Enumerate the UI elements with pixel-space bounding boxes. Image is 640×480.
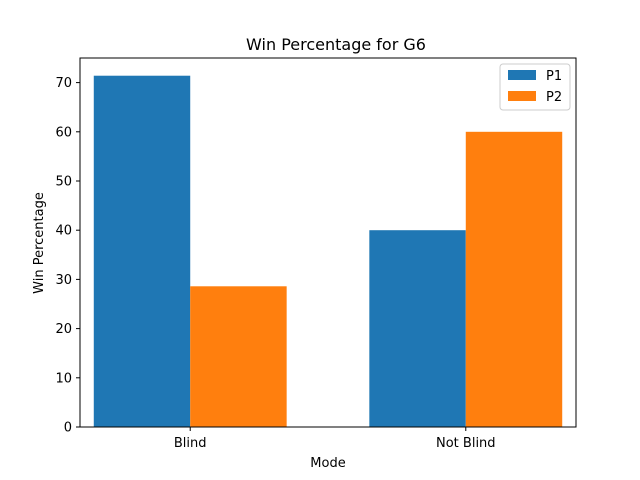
y-tick-label-10: 10 — [55, 371, 72, 386]
y-tick-label-30: 30 — [55, 273, 72, 288]
y-axis: 0 10 20 30 40 50 60 70 — [55, 76, 80, 436]
y-tick-label-20: 20 — [55, 322, 72, 337]
bar-p1-blind — [93, 75, 191, 428]
x-tick-label-not-blind: Not Blind — [436, 436, 496, 451]
chart-title: Win Percentage for G6 — [246, 35, 426, 54]
x-tick-label-blind: Blind — [174, 436, 207, 451]
bars-layer — [93, 75, 563, 428]
legend-swatch-p1 — [508, 70, 536, 80]
legend-label-p1: P1 — [546, 69, 562, 84]
y-tick-label-60: 60 — [55, 125, 72, 140]
y-tick-label-70: 70 — [55, 76, 72, 91]
y-axis-label: Win Percentage — [32, 192, 47, 294]
bar-p2-not-blind — [465, 131, 563, 428]
legend-label-p2: P2 — [546, 90, 562, 105]
y-tick-label-50: 50 — [55, 175, 72, 190]
x-axis-label: Mode — [310, 456, 345, 471]
legend-swatch-p2 — [508, 91, 536, 101]
y-tick-label-0: 0 — [64, 421, 72, 436]
bar-p1-not-blind — [369, 230, 466, 427]
bar-p2-blind — [190, 286, 287, 427]
legend: P1 P2 — [499, 63, 571, 111]
x-axis: Blind Not Blind — [174, 427, 496, 451]
y-tick-label-40: 40 — [55, 224, 72, 239]
plot-frame — [79, 57, 577, 428]
